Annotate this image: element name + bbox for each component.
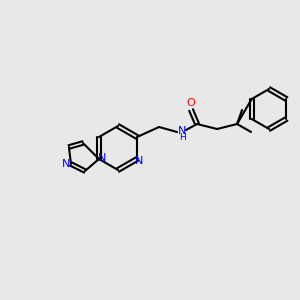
Text: O: O — [187, 98, 195, 108]
Text: N: N — [98, 153, 106, 163]
Text: N: N — [178, 126, 186, 136]
Text: N: N — [62, 159, 70, 169]
Text: N: N — [135, 156, 143, 166]
Text: H: H — [179, 134, 185, 142]
